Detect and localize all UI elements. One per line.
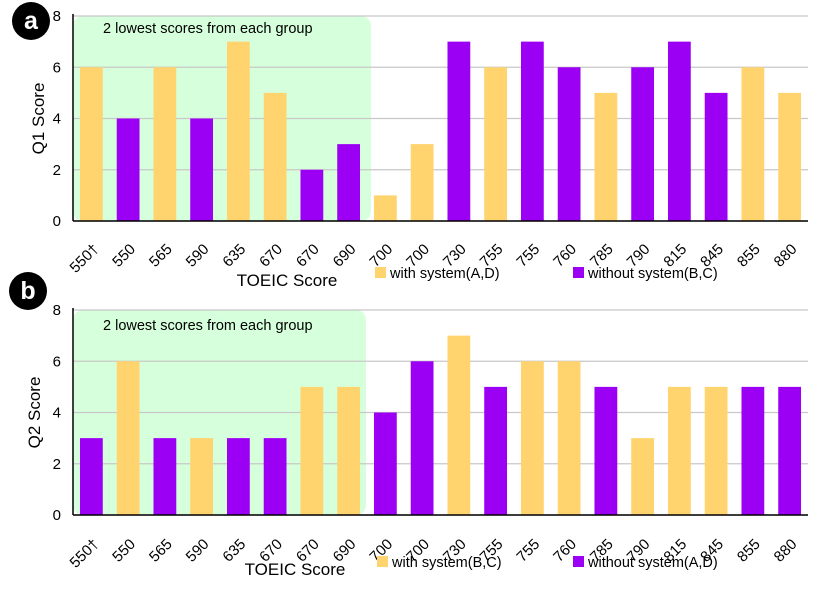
bar (594, 92, 618, 221)
panel-badge-circle (9, 272, 47, 310)
bar (631, 67, 655, 221)
bar (484, 67, 508, 221)
x-tick-label: 760 (550, 241, 580, 271)
panel-badge-circle (12, 2, 50, 40)
x-axis-label: TOEIC Score (237, 271, 338, 290)
x-tick-label: 880 (771, 536, 801, 566)
y-tick-label: 6 (53, 353, 61, 370)
bar (410, 361, 434, 515)
y-tick-label: 2 (53, 456, 61, 473)
x-tick-label: 855 (734, 536, 764, 566)
bar (300, 169, 324, 221)
x-tick-label: 755 (513, 536, 543, 566)
y-axis-label: Q2 Score (25, 377, 44, 449)
bar (226, 41, 250, 221)
bar (557, 67, 581, 221)
y-axis-label: Q1 Score (29, 83, 48, 155)
legend-label: without system(B,C) (587, 266, 718, 282)
panel-badge: b (9, 272, 47, 310)
x-tick-label: 550 (109, 536, 139, 566)
x-tick-label: 880 (771, 241, 801, 271)
bar (557, 361, 581, 515)
x-tick-label: 590 (183, 536, 213, 566)
bar (226, 438, 250, 515)
bar (704, 92, 728, 221)
x-axis-label: TOEIC Score (245, 560, 346, 579)
annotation-label: 2 lowest scores from each group (103, 21, 313, 37)
legend-swatch (573, 267, 584, 278)
y-tick-label: 6 (53, 59, 61, 76)
bar (410, 144, 434, 221)
x-tick-label: 550 (109, 241, 139, 271)
x-tick-label: 565 (146, 536, 176, 566)
x-tick-label: 565 (146, 241, 176, 271)
bar (704, 386, 728, 515)
legend-entry: without system(A,D) (573, 555, 718, 571)
bar (190, 438, 214, 515)
y-tick-label: 4 (53, 111, 61, 128)
bar (263, 438, 287, 515)
legend-entry: with system(B,C) (377, 555, 502, 571)
panel-badge: a (12, 2, 50, 40)
y-tick-label: 8 (53, 8, 61, 25)
legend-swatch (573, 556, 584, 567)
annotation-label: 2 lowest scores from each group (103, 318, 313, 334)
panel-badge-label: a (24, 7, 39, 35)
bar (373, 195, 397, 221)
x-tick-label: 550† (67, 241, 103, 277)
bar (520, 361, 544, 515)
legend-label: with system(A,D) (389, 266, 500, 282)
bar (337, 144, 361, 221)
y-tick-label: 0 (53, 213, 61, 230)
bar (667, 386, 691, 515)
panel-badge-label: b (20, 277, 35, 305)
bar (153, 67, 177, 221)
x-tick-label: 590 (183, 241, 213, 271)
chart-panel-a: 0 2 4 6 8 2 lowest scores from each group 550†… (12, 2, 808, 290)
bar (741, 386, 765, 515)
legend-label: with system(B,C) (391, 555, 502, 571)
bar (153, 438, 177, 515)
legend-label: without system(A,D) (587, 555, 718, 571)
bar (484, 386, 508, 515)
x-tick-label: 635 (219, 241, 249, 271)
bar (447, 41, 471, 221)
bar (116, 118, 140, 221)
bar (778, 92, 802, 221)
chart-panel-b: 0 2 4 6 8 2 lowest scores from each group 550†… (9, 272, 808, 579)
bar (631, 438, 655, 515)
bar (741, 67, 765, 221)
legend-entry: without system(B,C) (573, 266, 718, 282)
bar (667, 41, 691, 221)
x-tick-label: 670 (293, 241, 323, 271)
y-tick-label: 0 (53, 507, 61, 524)
x-tick-label: 550† (67, 536, 103, 572)
bar (594, 386, 618, 515)
y-tick-label: 2 (53, 162, 61, 179)
bar (263, 92, 287, 221)
bar (79, 438, 103, 515)
y-tick-label: 8 (53, 302, 61, 319)
bar (373, 412, 397, 515)
x-tick-label: 755 (513, 241, 543, 271)
legend-entry: with system(A,D) (375, 266, 500, 282)
bar (778, 386, 802, 515)
x-tick-label: 670 (256, 241, 286, 271)
bar (447, 335, 471, 515)
legend-swatch (375, 267, 386, 278)
bar (520, 41, 544, 221)
x-tick-label: 855 (734, 241, 764, 271)
bar (116, 361, 140, 515)
bar (190, 118, 214, 221)
x-tick-label: 690 (330, 241, 360, 271)
bar (79, 67, 103, 221)
y-tick-label: 4 (53, 405, 61, 422)
bar (337, 386, 361, 515)
legend-swatch (377, 556, 388, 567)
bar (300, 386, 324, 515)
